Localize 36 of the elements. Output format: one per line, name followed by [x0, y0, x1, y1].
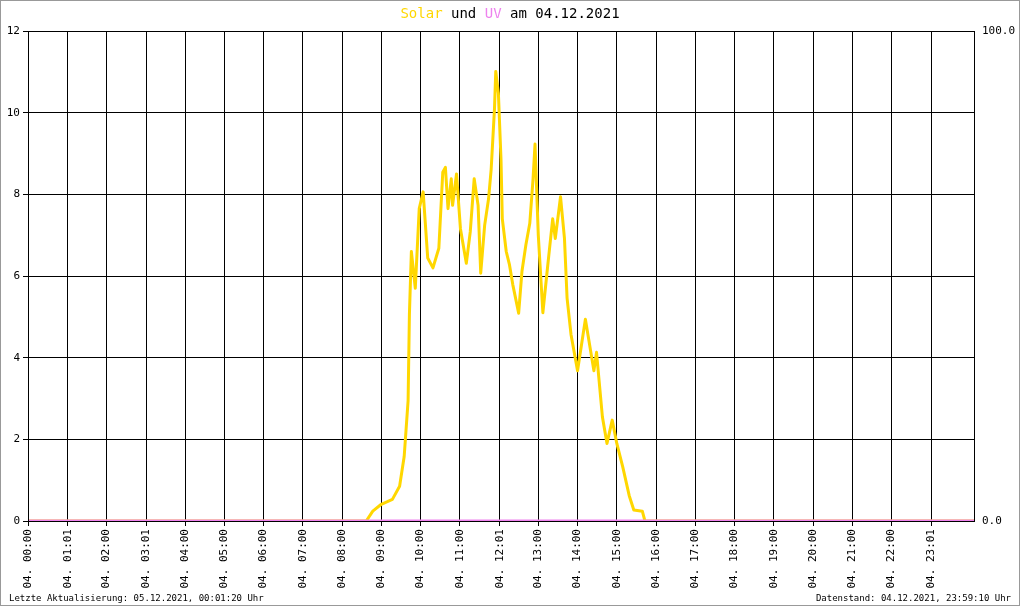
text: Datenstand: 04.12.2021, 23:59:10 Uhr [815, 593, 1011, 603]
x-tick-label: 04. 08:00 [334, 529, 348, 589]
x-tick-label: 04. 14:00 [570, 529, 584, 589]
y-tick-label: 8 [13, 187, 20, 201]
text: Letzte Aktualisierung: 05.12.2021, 00:01:20 Uhr [9, 593, 264, 603]
x-tick-label: 04. 02:00 [99, 529, 113, 589]
x-tick-label: 04. 23:01 [924, 529, 938, 589]
x-tick-label: 04. 01:01 [60, 529, 74, 589]
x-tick-label: 04. 00:00 [20, 529, 34, 589]
y-tick-label: 2 [13, 432, 20, 446]
x-tick-label: 04. 22:00 [884, 529, 898, 589]
x-tick-label: 04. 18:00 [727, 529, 741, 589]
x-tick-label: 04. 16:00 [648, 529, 662, 589]
x-tick-label: 04. 10:00 [413, 529, 427, 589]
y-tick-label: 0 [13, 513, 20, 527]
x-tick-label: 04. 17:00 [688, 529, 702, 589]
chart-title: Solar und UV am 04.12.2021 [400, 4, 620, 21]
x-tick-label: 04. 06:00 [256, 529, 270, 589]
x-tick-label: 04. 09:00 [374, 529, 388, 589]
x-tick-label: 04. 20:00 [805, 529, 819, 589]
x-tick-label: 04. 21:00 [845, 529, 859, 589]
x-tick-label: 04. 07:00 [295, 529, 309, 589]
x-tick-label: 04. 04:00 [177, 529, 191, 589]
y2-tick-label: 100.0 [982, 23, 1016, 37]
y-tick-label: 10 [6, 105, 20, 119]
x-tick-label: 04. 03:01 [139, 529, 153, 589]
x-tick-label: 04. 15:00 [609, 529, 623, 589]
x-tick-label: 04. 12:01 [492, 529, 506, 589]
x-tick-label: 04. 19:00 [766, 529, 780, 589]
x-tick-label: 04. 11:00 [452, 529, 466, 589]
x-tick-label: 04. 05:00 [217, 529, 231, 589]
y2-tick-label: 0.0 [982, 513, 1002, 527]
y-tick-label: 4 [13, 350, 21, 364]
y-tick-label: 6 [13, 268, 20, 282]
y-tick-label: 12 [6, 23, 20, 37]
x-tick-label: 04. 13:00 [531, 529, 545, 589]
